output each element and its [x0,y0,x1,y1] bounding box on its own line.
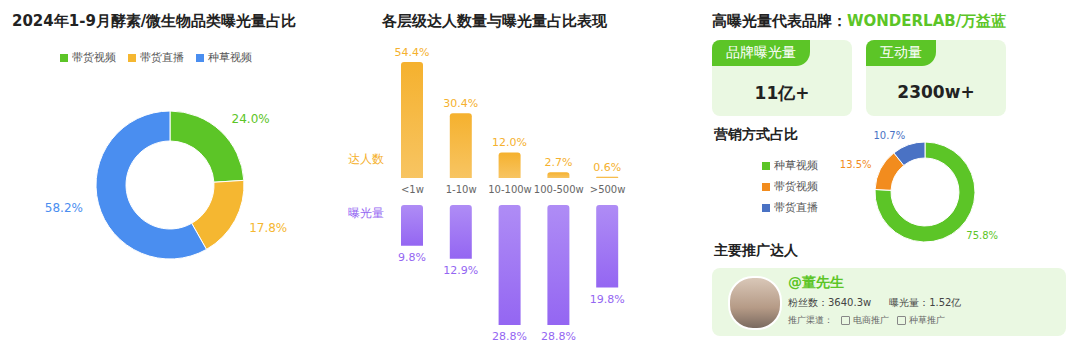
svg-text:54.4%: 54.4% [395,46,430,59]
svg-text:2.7%: 2.7% [544,156,572,169]
svg-text:12.9%: 12.9% [443,264,478,277]
html-text:带货直播: 带货直播 [140,51,184,64]
svg-text:12.0%: 12.0% [492,136,527,149]
html-text:种草视频: 种草视频 [774,159,818,172]
html-text:互动量: 互动量 [880,44,922,60]
html-text:主要推广达人: 主要推广达人 [714,242,798,258]
svg-text:17.8%: 17.8% [249,221,287,235]
html-text:品牌曝光量: 品牌曝光量 [726,44,796,60]
svg-text:<1w: <1w [401,184,424,195]
html-text:2024年1-9月酵素/微生物品类曝光量占比: 2024年1-9月酵素/微生物品类曝光量占比 [12,12,297,30]
html-text:曝光量：1.52亿: 曝光量：1.52亿 [889,297,962,308]
svg-text:0.6%: 0.6% [593,161,621,174]
svg-text:10.7%: 10.7% [873,130,905,141]
html-text:2300w+: 2300w+ [897,82,975,102]
svg-text:10-100w: 10-100w [488,184,532,195]
svg-text:24.0%: 24.0% [232,112,270,126]
svg-text:19.8%: 19.8% [590,293,625,306]
svg-text:>500w: >500w [590,184,626,195]
html-text:电商推广: 电商推广 [853,315,889,325]
html-text:种草视频: 种草视频 [208,51,252,64]
html-text:推广渠道：: 推广渠道： [788,315,833,325]
svg-text:100-500w: 100-500w [534,184,584,195]
svg-text:75.8%: 75.8% [966,230,998,241]
html-text:营销方式占比: 营销方式占比 [714,126,798,142]
html-text:种草推广: 种草推广 [909,315,945,325]
html-text:曝光量: 曝光量 [348,206,384,220]
html-text:带货视频: 带货视频 [774,180,818,193]
svg-text:58.2%: 58.2% [45,201,83,215]
html-text:@董先生: @董先生 [788,274,844,290]
svg-text:28.8%: 28.8% [492,330,527,343]
html-text:粉丝数：3640.3w: 粉丝数：3640.3w [788,297,872,308]
html-text:达人数: 达人数 [348,152,384,166]
html-text:各层级达人数量与曝光量占比表现: 各层级达人数量与曝光量占比表现 [382,12,607,30]
svg-text:1-10w: 1-10w [446,184,477,195]
svg-text:28.8%: 28.8% [541,330,576,343]
svg-text:9.8%: 9.8% [398,251,426,264]
html-text:高曝光量代表品牌：WONDERLAB/万益蓝: 高曝光量代表品牌：WONDERLAB/万益蓝 [712,12,1007,30]
svg-text:30.4%: 30.4% [443,97,478,110]
html-text:带货直播: 带货直播 [774,201,818,214]
svg-text:13.5%: 13.5% [840,159,872,170]
html-text:11亿+: 11亿+ [754,83,810,103]
html-text:带货视频: 带货视频 [72,51,116,64]
